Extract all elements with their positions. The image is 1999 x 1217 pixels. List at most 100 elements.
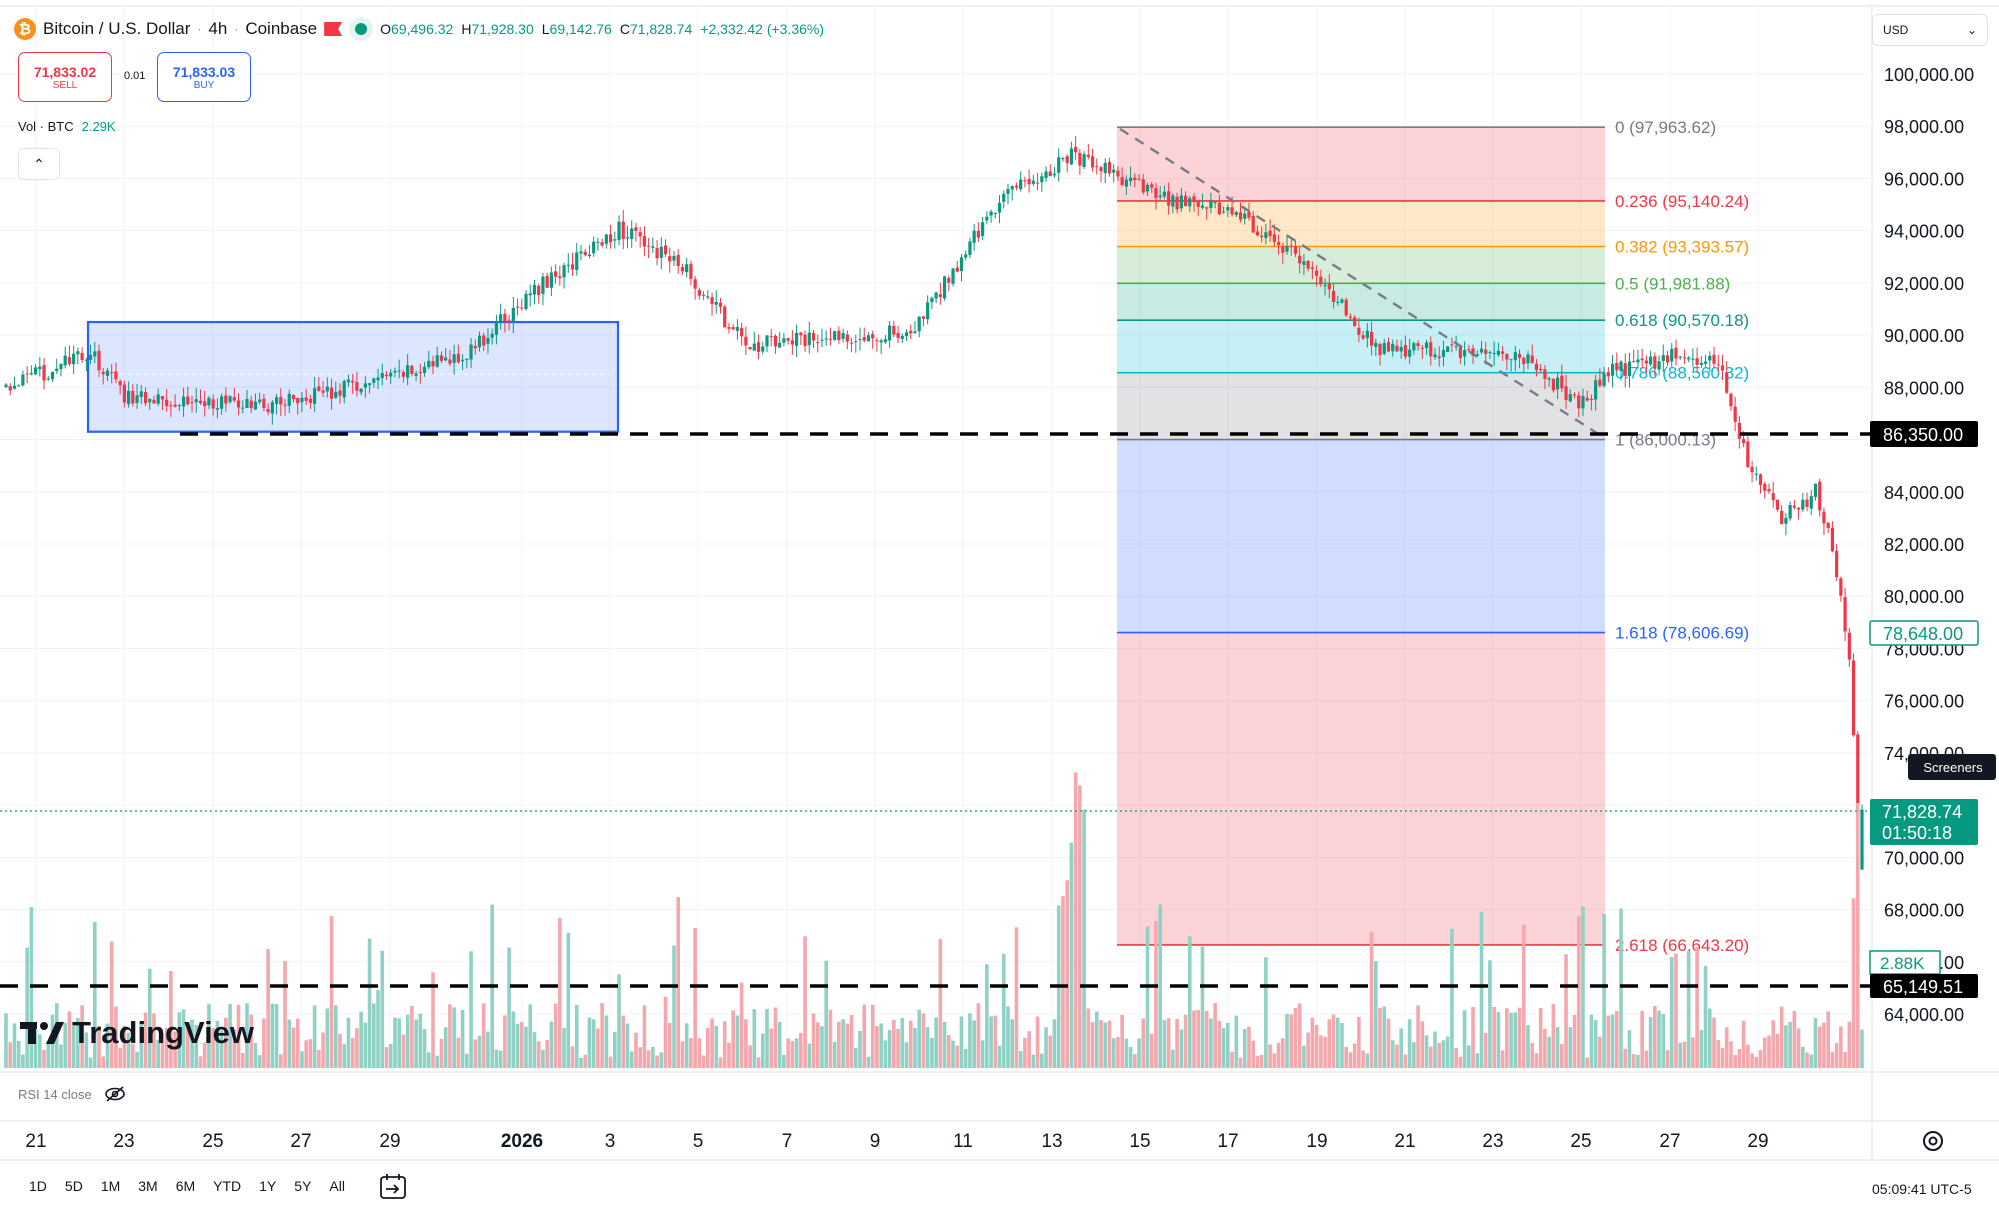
period-ytd[interactable]: YTD [213,1178,242,1194]
tradingview-logo[interactable]: TradingView [20,1015,254,1051]
collapse-legend-button[interactable]: ⌃ [18,148,60,180]
period-3m[interactable]: 3M [138,1178,158,1194]
candle-body [1792,505,1796,508]
candle-body [740,328,744,337]
chart-settings-icon[interactable] [1923,1131,1943,1151]
volume-bar [706,1027,710,1068]
candle-body [1095,166,1099,168]
volume-bar [431,972,435,1068]
candle-body [1289,245,1293,247]
candle-body [537,285,541,296]
volume-bar [1306,1032,1310,1068]
buy-button[interactable]: 71,833.03 BUY [157,52,251,102]
volume-legend[interactable]: Vol · BTC 2.29K [18,119,116,134]
candle-body [1353,317,1357,326]
fib-level-label: 0.786 (88,560.32) [1615,364,1749,383]
currency-select[interactable]: USD ⌄ [1872,14,1988,46]
candle-body [1124,179,1128,187]
candle-body [266,408,270,413]
volume-bar [1395,1044,1399,1068]
volume-bar [1720,1048,1725,1068]
volume-bar [295,1018,300,1068]
time-axis-label: 21 [25,1131,46,1152]
candle-body [1429,342,1433,357]
period-6m[interactable]: 6M [175,1178,196,1194]
volume-bar [1500,1050,1505,1068]
candle-body [1306,261,1310,269]
candle-body [1632,361,1636,363]
candle-body [1851,660,1856,736]
volume-bar [756,1057,761,1068]
volume-bar [76,1017,80,1068]
volume-bar [1784,1025,1788,1068]
fib-zone [1117,372,1605,440]
volume-bar [1196,1010,1201,1068]
volume-bar [1420,1021,1425,1068]
period-5y[interactable]: 5Y [294,1178,312,1194]
flag-icon[interactable] [324,22,343,36]
volume-bar [1441,1040,1446,1068]
volume-bar [875,1026,879,1068]
time-axis-label: 25 [1570,1131,1591,1152]
volume-bar [1348,1052,1353,1068]
volume-bar [752,1009,757,1068]
volume-bar [291,1027,296,1068]
candle-body [1310,267,1314,269]
period-selector[interactable]: 1D 5D 1M 3M 6M YTD 1Y 5Y All [20,1178,354,1194]
clock[interactable]: 05:09:41 UTC-5 [1872,1181,1972,1197]
volume-bar [372,1003,376,1068]
volume-bar [481,1003,486,1068]
rsi-indicator-label[interactable]: RSI 14 close [18,1086,126,1102]
volume-bar [80,1005,84,1068]
candle-body [799,332,803,336]
time-axis-label: 5 [693,1131,704,1152]
spread-value: 0.01 [124,70,146,82]
candle-body [1336,301,1340,303]
volume-bar [558,918,562,1068]
volume-bar [777,1021,782,1068]
volume-bar [1834,1042,1839,1068]
volume-bar [1737,1049,1742,1068]
calendar-goto-icon[interactable] [378,1172,408,1202]
symbol-header[interactable]: ₿ Bitcoin / U.S. Dollar · 4h · Coinbase … [14,16,824,42]
period-1d[interactable]: 1D [29,1178,47,1194]
sell-button[interactable]: 71,833.02 SELL [18,52,112,102]
period-5d[interactable]: 5D [64,1178,83,1194]
candle-body [930,297,934,303]
volume-bar [1555,1027,1560,1068]
market-status-icon[interactable] [349,17,374,41]
volume-bar [1209,1018,1213,1068]
candle-body [465,358,469,360]
candle-body [938,294,942,298]
volume-bar [1450,928,1454,1068]
candle-body [1758,474,1763,486]
candle-body [1788,504,1792,519]
interval-label[interactable]: 4h [208,19,228,38]
candle-body [1107,162,1112,174]
candle-body [820,339,824,341]
period-all[interactable]: All [329,1178,345,1194]
volume-bar [266,949,270,1068]
volume-bar [1327,1019,1332,1068]
candle-body [638,232,642,237]
price-tag-65149-label: 65,149.51 [1883,977,1963,997]
price-axis-label: 96,000.00 [1884,169,1964,189]
candle-body [1653,356,1657,369]
symbol-name[interactable]: Bitcoin / U.S. Dollar [43,19,191,38]
candle-body [4,384,8,388]
period-1m[interactable]: 1M [100,1178,121,1194]
volume-bar [887,1030,892,1068]
period-1y[interactable]: 1Y [259,1178,277,1194]
candle-body [828,338,833,340]
candle-body [790,340,794,345]
volume-bar [1547,1036,1551,1068]
candle-body [1860,809,1864,870]
volume-bars [4,772,1864,1068]
volume-bar [410,1006,414,1068]
candle-body [1276,241,1281,246]
candle-body [1674,347,1678,359]
candle-body [1501,351,1505,354]
volume-bar [684,1023,689,1068]
volume-bar [1839,1026,1843,1068]
